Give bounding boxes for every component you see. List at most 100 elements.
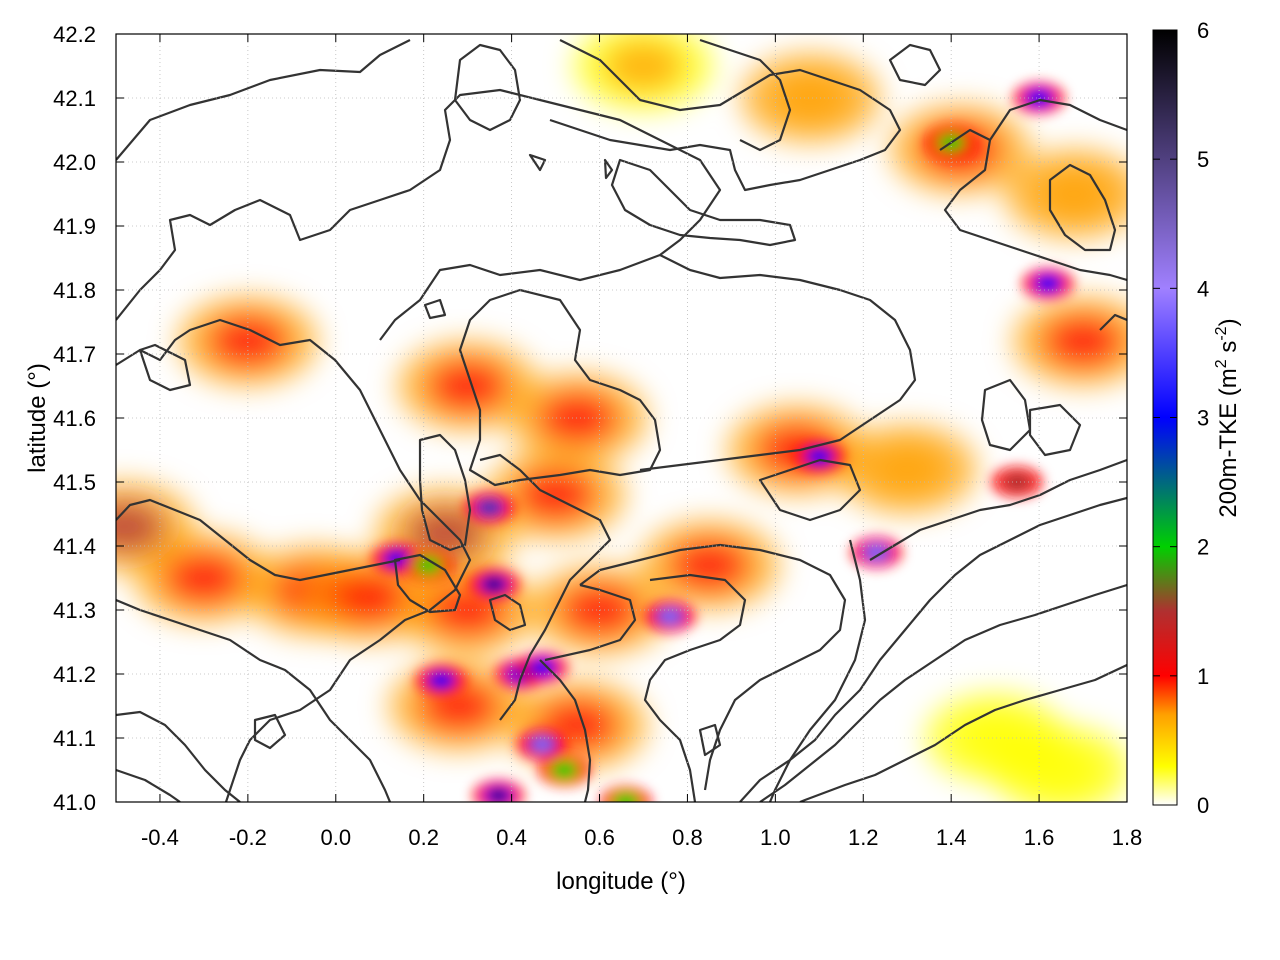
y-axis-label: latitude (°) (24, 363, 51, 473)
terrain-contour-line (116, 39, 411, 161)
colorbar-label-main: 200m-TKE (m (1215, 368, 1242, 517)
terrain-contour-line (423, 298, 447, 320)
y-tick-label: 41.6 (53, 406, 96, 431)
x-tick-label: 1.4 (936, 825, 967, 850)
terrain-contour-line (643, 573, 747, 802)
colorbar-tick-label: 4 (1197, 276, 1209, 301)
tke-hotspot-core (1010, 477, 1025, 487)
x-tick-label: 0.0 (320, 825, 351, 850)
tke-hotspot-core (618, 797, 633, 802)
terrain-contour-line (488, 593, 527, 632)
tke-field-core (330, 571, 411, 624)
terrain-contour-line (758, 458, 862, 522)
colorbar-tick-label: 6 (1197, 18, 1209, 43)
y-tick-label: 41.1 (53, 726, 96, 751)
terrain-contour-line (393, 553, 462, 614)
terrain-contour-line (116, 768, 181, 802)
colorbar-tick-label: 1 (1197, 664, 1209, 689)
x-tick-label: 1.6 (1024, 825, 1055, 850)
y-tick-label: 41.3 (53, 598, 96, 623)
x-tick-label: 0.4 (496, 825, 527, 850)
colorbar-tick-label: 0 (1197, 793, 1209, 818)
tke-hotspot-core (434, 675, 449, 686)
tke-field-core (537, 392, 618, 444)
tke-field-core (603, 40, 684, 92)
y-tick-label: 41.5 (53, 470, 96, 495)
x-axis: -0.4 -0.2 0.0 0.2 0.4 0.6 0.8 1.0 1.2 1.4 1.6 1.8 (141, 34, 1142, 850)
tke-field-core (669, 539, 750, 592)
terrain-contour-line (453, 43, 522, 132)
terrain-contour-line (1099, 313, 1127, 331)
tke-field-core (1043, 315, 1124, 368)
plot-area: -0.4 -0.2 0.0 0.2 0.4 0.6 0.8 1.0 1.2 1.4 1.6 1.8 4… (53, 22, 1142, 850)
y-tick-label: 41.7 (53, 342, 96, 367)
terrain-contour-line (116, 318, 472, 802)
colorbar-tick-label: 5 (1197, 147, 1209, 172)
terrain-contour-line (1028, 403, 1082, 457)
y-tick-label: 42.2 (53, 22, 96, 47)
tke-field-core (770, 72, 851, 124)
tke-hotspot-core (491, 790, 506, 801)
tke-hotspot-core (662, 611, 677, 622)
tke-hotspot-core (812, 451, 827, 462)
terrain-contour-line (528, 153, 547, 172)
y-tick-label: 41.4 (53, 534, 96, 559)
colorbar-tick-label: 3 (1197, 406, 1209, 431)
terrain-contours (116, 38, 1127, 802)
x-tick-label: 0.6 (584, 825, 615, 850)
y-tick-label: 41.2 (53, 662, 96, 687)
colorbar-label: 200m-TKE (m2 s-2) (1213, 318, 1242, 517)
colorbar-tick-label: 2 (1197, 535, 1209, 560)
tke-field-core (1021, 744, 1102, 796)
y-axis: 41.0 41.1 41.2 41.3 41.4 41.5 41.6 41.7 41.8 41.9… (53, 22, 1127, 815)
colorbar-ticks: 0 1 2 3 4 5 6 (1153, 18, 1209, 818)
terrain-contour-line (544, 583, 637, 662)
terrain-contour-line (698, 723, 722, 757)
terrain-contour-line (610, 158, 797, 247)
terrain-contour-line (768, 539, 867, 802)
terrain-contour-line (116, 88, 722, 341)
terrain-contour-line (888, 43, 942, 87)
colorbar-label-sup2: -2 (1213, 326, 1230, 340)
terrain-contour-line (539, 659, 592, 802)
terrain-contour-line (759, 583, 1127, 802)
y-tick-label: 42.1 (53, 86, 96, 111)
y-tick-label: 41.0 (53, 790, 96, 815)
terrain-contour-line (479, 453, 612, 721)
x-axis-label: longitude (°) (556, 868, 686, 895)
x-tick-label: 0.8 (672, 825, 703, 850)
terrain-contour-line (116, 498, 401, 582)
terrain-contour-line (138, 343, 192, 392)
tke-field-core (867, 443, 948, 496)
terrain-contour-line (418, 433, 472, 552)
colorbar-label-mid: s (1215, 341, 1242, 360)
y-tick-label: 41.9 (53, 214, 96, 239)
terrain-contour-line (699, 38, 792, 152)
x-tick-label: -0.4 (141, 825, 179, 850)
terrain-contour-line (989, 98, 1127, 141)
terrain-contour-line (739, 496, 1127, 802)
terrain-contour-line (1048, 163, 1117, 252)
tke-hotspot-core (1040, 278, 1055, 289)
tke-field-core (163, 552, 244, 604)
terrain-contour-line (253, 713, 287, 750)
tke-hotspot-core (557, 765, 572, 775)
terrain-contour-line (603, 158, 614, 180)
x-tick-label: -0.2 (229, 825, 267, 850)
x-tick-label: 1.2 (848, 825, 879, 850)
terrain-contour-line (116, 710, 241, 802)
x-tick-label: 0.2 (408, 825, 439, 850)
terrain-contour-line (939, 128, 1127, 282)
terrain-contour-line (116, 598, 392, 802)
terrain-contour-line (869, 458, 1127, 561)
y-tick-label: 41.8 (53, 278, 96, 303)
terrain-contour-line (799, 664, 1127, 802)
x-tick-label: 1.0 (760, 825, 791, 850)
terrain-contour-line (458, 288, 662, 487)
tke-hotspot-core (487, 579, 502, 590)
tke-field-core (207, 315, 288, 368)
colorbar-label-end: ) (1215, 318, 1242, 326)
tke-background-field (116, 34, 1127, 802)
tke-field-core (427, 360, 508, 412)
